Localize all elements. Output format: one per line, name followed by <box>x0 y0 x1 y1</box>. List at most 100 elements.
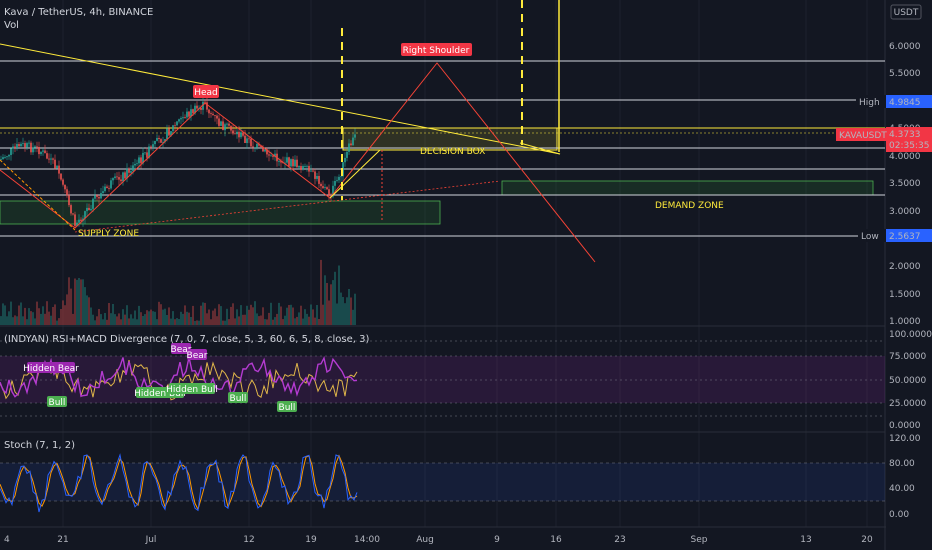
candle-body <box>290 159 292 167</box>
rsi-labels[interactable]: Hidden Bear Bear Bear Bull Hidden Bull H… <box>23 343 297 413</box>
current-price-tag <box>886 127 932 152</box>
rsi-tick: 25.0000 <box>889 399 926 409</box>
volume-bar <box>316 305 318 325</box>
symbol-title[interactable]: Kava / TetherUS, 4h, BINANCE <box>4 7 153 18</box>
svg-text:4.9845: 4.9845 <box>889 98 921 108</box>
volume-bar <box>300 305 302 325</box>
candle-body <box>296 159 298 168</box>
volume-bar <box>42 306 44 325</box>
time-axis[interactable]: 4 21 Jul 12 19 14:00 Aug 9 16 23 Sep 13 … <box>4 535 873 545</box>
time-tick: 20 <box>861 535 873 545</box>
high-tag[interactable]: High <box>856 95 886 108</box>
candle-body <box>260 145 262 148</box>
neckline-line <box>74 180 501 233</box>
volume-bar <box>128 318 130 325</box>
volume-bar <box>322 304 324 325</box>
time-tick: 4 <box>4 535 10 545</box>
stoch-pane[interactable] <box>0 453 885 513</box>
price-tick: 1.5000 <box>889 290 921 300</box>
time-tick: 9 <box>494 535 500 545</box>
candle-body <box>306 165 308 167</box>
volume-bar <box>226 308 228 325</box>
candle-body <box>34 146 36 148</box>
svg-text:Head: Head <box>194 88 218 98</box>
volume-bar <box>348 289 350 325</box>
candle-body <box>126 168 128 179</box>
candle-body <box>250 138 252 147</box>
candle-body <box>204 101 206 103</box>
volume-bar <box>104 313 106 325</box>
candle-body <box>50 158 52 160</box>
candle-body <box>32 147 34 153</box>
volume-bar <box>52 307 54 325</box>
candle-body <box>324 187 326 188</box>
candle-body <box>8 155 10 157</box>
bear-label: Bear <box>171 343 192 355</box>
right-shoulder-label[interactable]: Right Shoulder <box>401 43 472 56</box>
volume-bar <box>254 301 256 325</box>
head-label[interactable]: Head <box>193 85 219 98</box>
low-value-tag <box>886 229 932 242</box>
time-tick: 23 <box>614 535 625 545</box>
volume-bar <box>236 309 238 325</box>
candle-body <box>336 180 338 181</box>
candle-body <box>172 125 174 132</box>
candle-body <box>194 105 196 114</box>
candle-body <box>100 193 102 199</box>
candle-body <box>352 137 354 146</box>
pattern-lines[interactable] <box>0 62 596 263</box>
volume-bar <box>76 279 78 325</box>
rsi-legend[interactable]: (INDYAN) RSI+MACD Divergence (7, 0, 7, c… <box>4 334 369 345</box>
volume-bar <box>248 309 250 325</box>
stoch-legend[interactable]: Stoch (7, 1, 2) <box>4 440 75 451</box>
candle-body <box>102 191 104 193</box>
stoch-tick: 40.00 <box>889 484 915 494</box>
volume-bar <box>296 316 298 325</box>
candle-body <box>292 159 294 167</box>
volume-bar <box>2 303 4 325</box>
candle-body <box>284 162 286 164</box>
volume-bar <box>94 320 96 325</box>
volume-bar <box>32 312 34 325</box>
descending-trendline[interactable] <box>0 43 561 155</box>
price-axis[interactable]: USDT 6.0000 5.5000 4.5000 4.0000 3.5000 … <box>886 0 932 550</box>
candle-body <box>232 130 234 134</box>
left-leg-line <box>0 159 76 231</box>
volume-bar <box>156 319 158 325</box>
volume-bar <box>144 314 146 325</box>
volume-bar <box>184 305 186 325</box>
volume-bar <box>212 310 214 325</box>
candle-body <box>18 144 20 147</box>
candle-body <box>354 134 356 138</box>
candle-body <box>256 143 258 148</box>
candle-body <box>160 139 162 143</box>
low-tag[interactable]: Low <box>858 229 886 242</box>
candle-body <box>244 135 246 143</box>
supply-zone-box[interactable] <box>0 200 441 225</box>
candle-body <box>202 101 204 110</box>
volume-bar <box>346 297 348 325</box>
demand-zone-box[interactable] <box>501 180 874 196</box>
time-tick: Aug <box>416 535 434 545</box>
stoch-band <box>0 463 885 501</box>
svg-text:2.5637: 2.5637 <box>889 232 921 242</box>
volume-bar <box>146 310 148 325</box>
candle-body <box>272 155 274 157</box>
price-tick: 3.0000 <box>889 207 921 217</box>
candle-body <box>278 161 280 162</box>
candle-body <box>38 147 40 155</box>
volume-bar <box>178 319 180 325</box>
candle-body <box>6 156 8 158</box>
volume-bar <box>6 316 8 325</box>
volume-bar <box>166 315 168 325</box>
volume-legend[interactable]: Vol <box>4 20 19 31</box>
volume-bar <box>148 311 150 325</box>
volume-bar <box>258 316 260 325</box>
volume-bar <box>334 271 336 325</box>
volume-bar <box>202 302 204 325</box>
volume-bar <box>36 301 38 325</box>
volume-bar <box>64 305 66 325</box>
ticker-tag[interactable]: KAVAUSDT <box>836 128 887 141</box>
